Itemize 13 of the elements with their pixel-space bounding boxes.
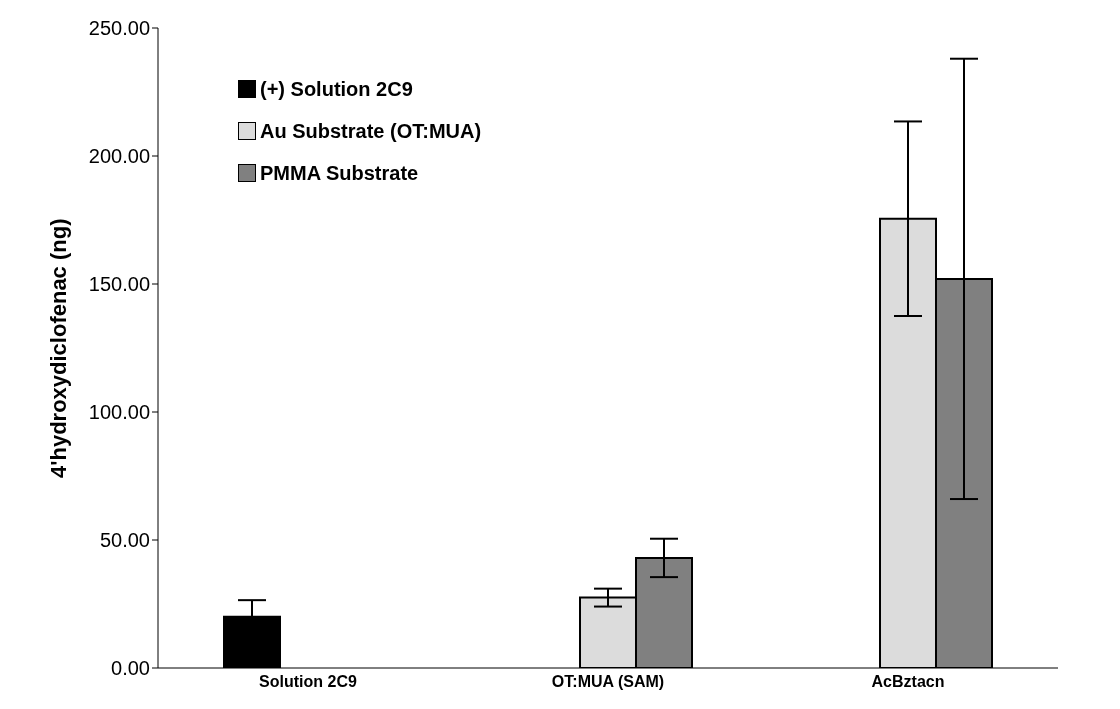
y-tick-label: 50.00 (99, 529, 150, 552)
y-tick-label: 150.00 (88, 273, 150, 296)
y-axis-title: 4'hydroxydiclofenac (ng) (45, 218, 71, 478)
legend-label: PMMA Substrate (260, 161, 419, 186)
x-tick-label: Solution 2C9 (259, 673, 357, 691)
legend-label: (+) Solution 2C9 (260, 77, 413, 102)
y-tick-label: 250.00 (88, 17, 150, 40)
legend-label: Au Substrate (OT:MUA) (260, 119, 482, 144)
x-tick-label: AcBztacn (871, 673, 945, 691)
x-tick-label: OT:MUA (SAM) (551, 673, 665, 691)
y-tick-label: 100.00 (88, 401, 150, 424)
y-tick-label: 0.00 (111, 657, 150, 680)
y-tick-label: 200.00 (88, 145, 150, 168)
